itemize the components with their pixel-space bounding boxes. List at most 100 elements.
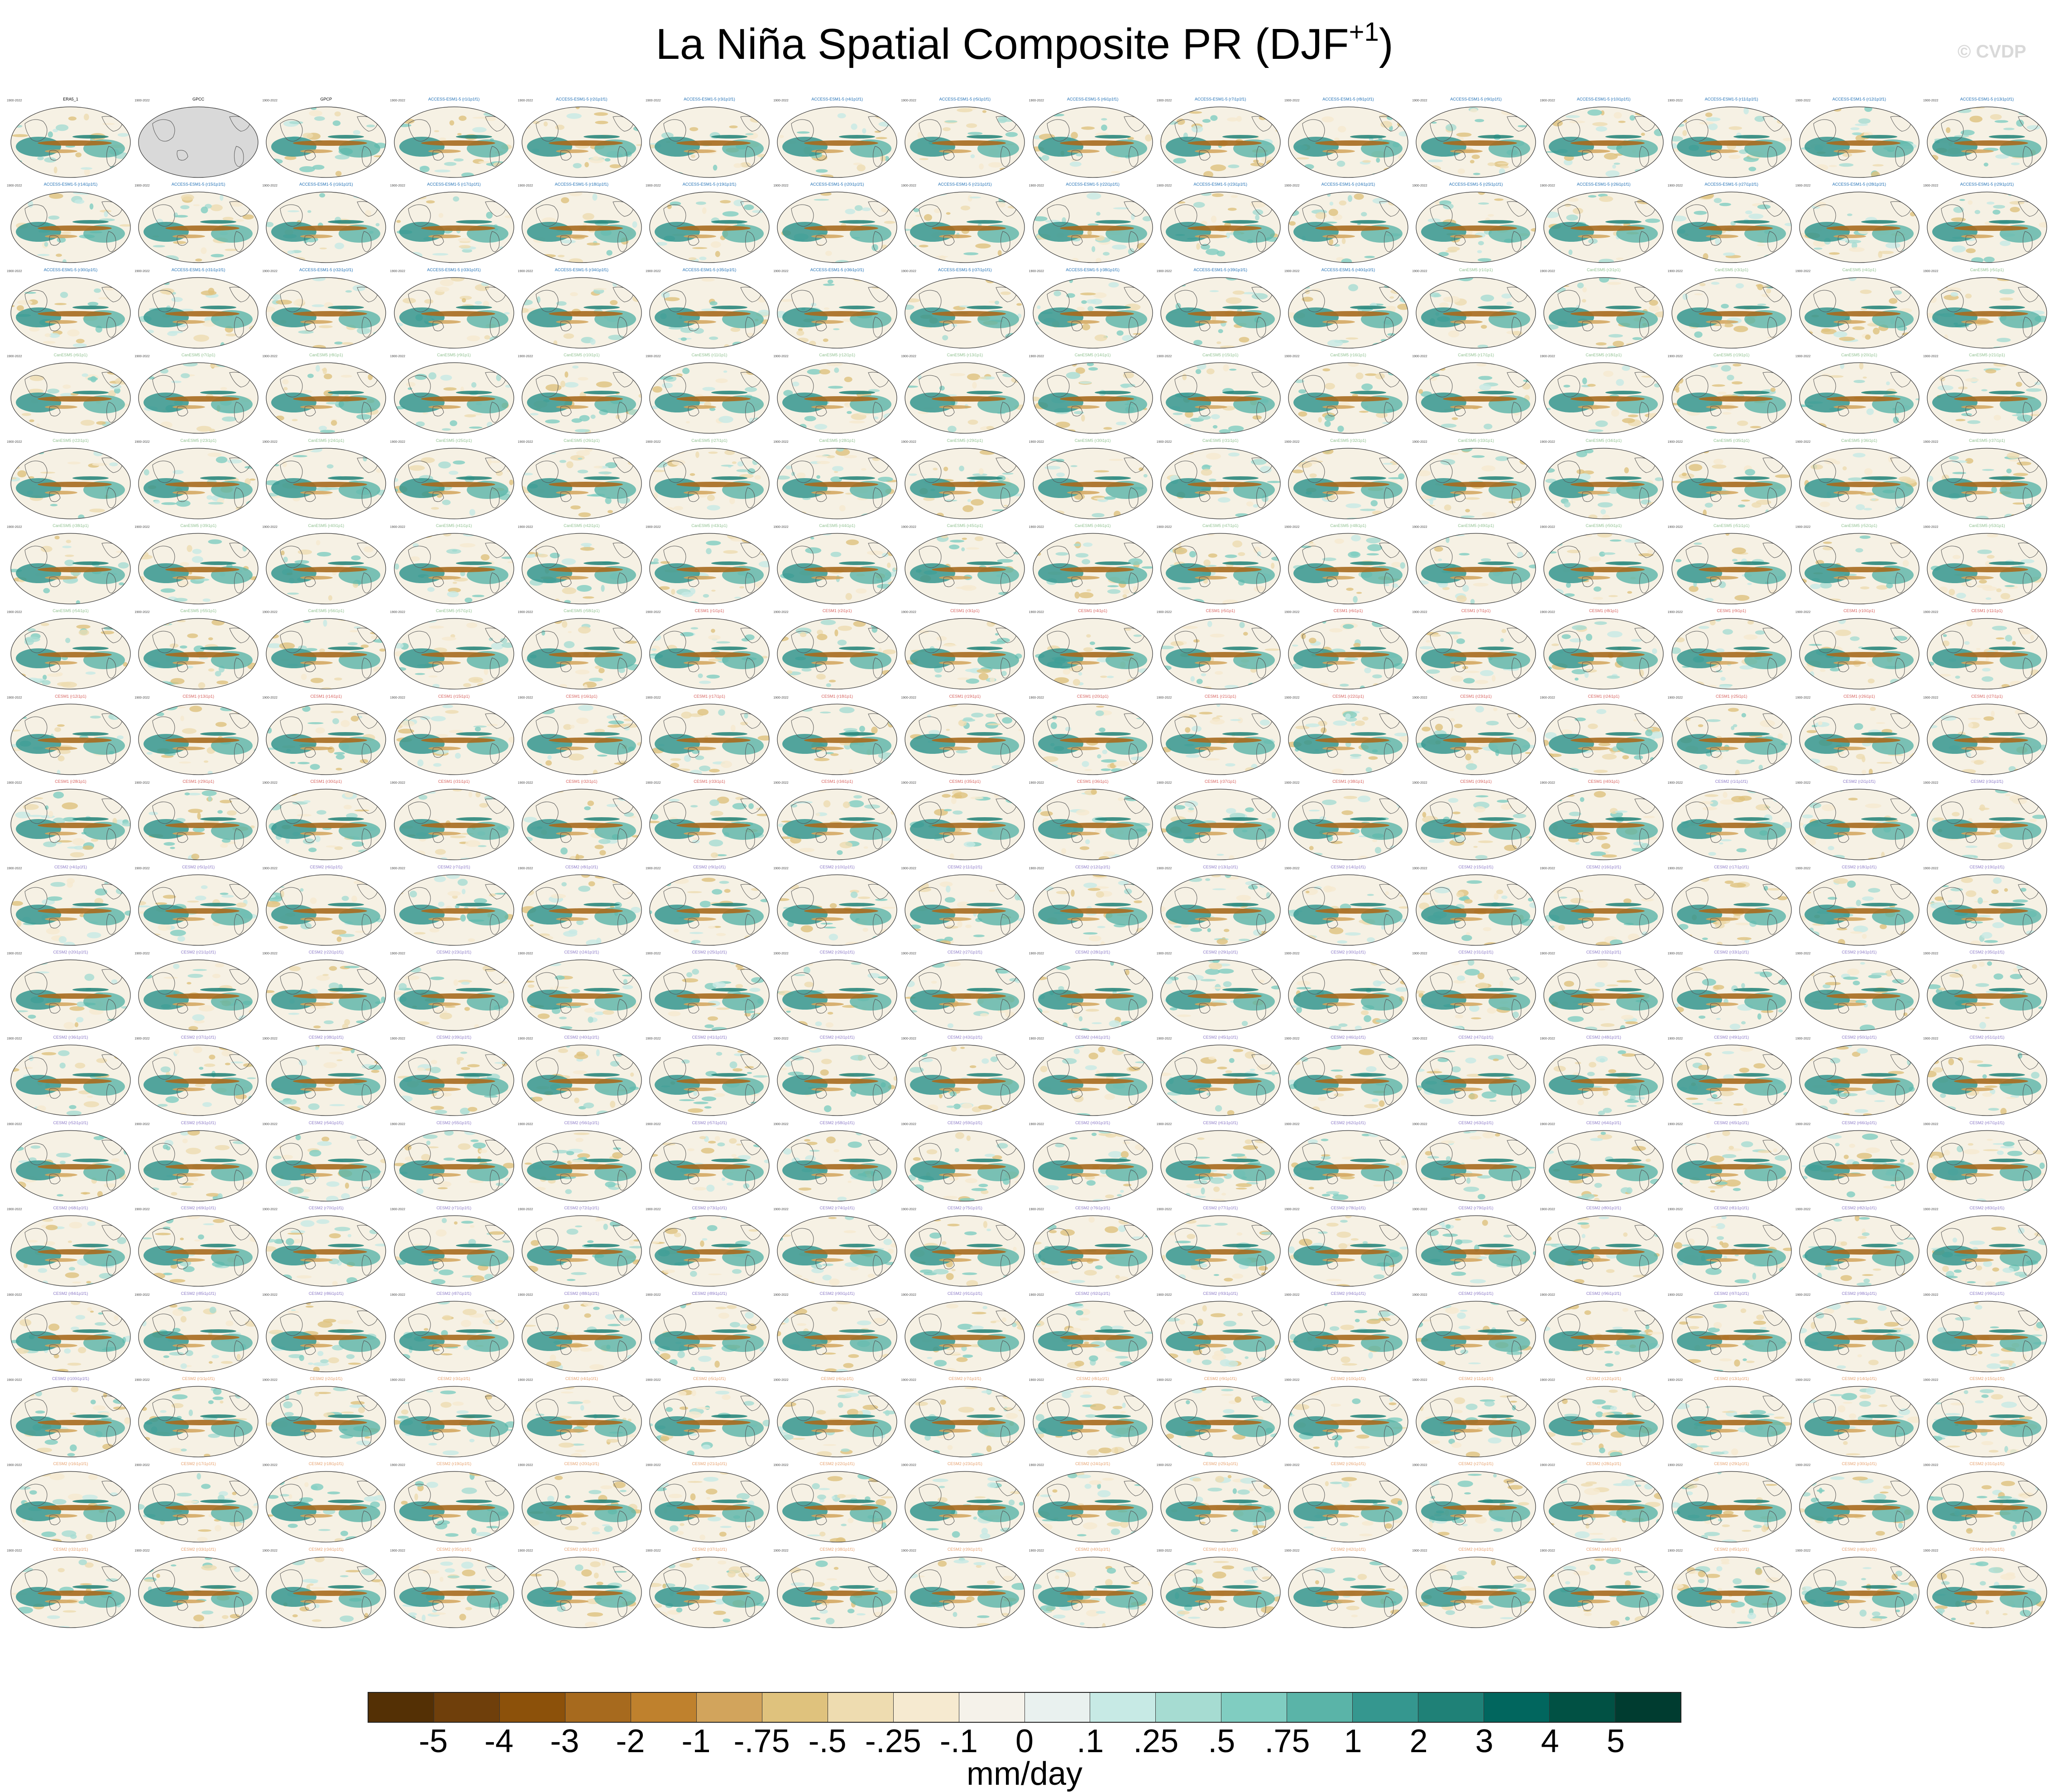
panel-period: 1900-2022 xyxy=(134,952,149,956)
map-panel: CESM2 (r29i1p1f1)1900-2022 xyxy=(1668,1461,1795,1546)
map-panel: CESM1 (r7i1p1)1900-2022 xyxy=(1412,608,1540,693)
panel-title: CESM2 (r99i1p1f1) xyxy=(1923,1291,2049,1296)
robinson-map xyxy=(390,1468,518,1545)
panel-title: CanESM5 (r44i1p1) xyxy=(773,523,901,528)
panel-title: CESM2 (r68i1p1f1) xyxy=(7,1205,134,1211)
panel-period: 1900-2022 xyxy=(1157,952,1172,956)
panel-period: 1900-2022 xyxy=(518,611,533,614)
map-panel: CESM2 (r3i1p1f1)1900-2022 xyxy=(390,1376,518,1461)
panel-period: 1900-2022 xyxy=(134,355,149,359)
robinson-map xyxy=(390,1383,518,1460)
panel-title: CESM2 (r47i1p1f1) xyxy=(1412,1035,1540,1040)
panel-period: 1900-2022 xyxy=(134,611,149,614)
panel-title: CESM1 (r20i1p1) xyxy=(1029,694,1157,699)
robinson-map xyxy=(1795,103,1923,180)
panel-title: CESM2 (r31i1p1f1) xyxy=(1412,949,1540,955)
panel-period: 1900-2022 xyxy=(518,99,533,103)
panel-title: CESM2 (r13i1p1f1) xyxy=(1668,1376,1795,1381)
robinson-map xyxy=(262,1041,390,1118)
map-panel: CanESM5 (r1i1p1)1900-2022 xyxy=(1412,267,1540,352)
map-panel: CanESM5 (r11i1p1)1900-2022 xyxy=(646,352,773,437)
robinson-map xyxy=(1029,188,1157,265)
panel-period: 1900-2022 xyxy=(1923,1549,1938,1553)
robinson-map xyxy=(1157,871,1284,948)
map-panel: CESM2 (r44i1p1f1)1900-2022 xyxy=(1540,1547,1667,1631)
colorbar-tick-label: -.5 xyxy=(809,1724,847,1758)
panel-period: 1900-2022 xyxy=(1029,1464,1044,1467)
panel-period: 1900-2022 xyxy=(1795,99,1810,103)
panel-title: ACCESS-ESM1-5 (r38i1p1f1) xyxy=(1029,267,1157,273)
robinson-map xyxy=(901,1127,1029,1204)
map-panel: ACCESS-ESM1-5 (r27i1p1f1)1900-2022 xyxy=(1668,182,1795,266)
robinson-map xyxy=(262,871,390,948)
panel-period: 1900-2022 xyxy=(518,526,533,529)
panel-period: 1900-2022 xyxy=(1795,270,1810,273)
panel-period: 1900-2022 xyxy=(1540,526,1555,529)
map-panel: CESM2 (r28i1p1f1)1900-2022 xyxy=(1029,949,1157,1034)
map-panel: CESM1 (r20i1p1)1900-2022 xyxy=(1029,694,1157,778)
robinson-map xyxy=(646,615,773,692)
panel-title: CESM2 (r21i1p1f1) xyxy=(134,949,262,955)
panel-period: 1900-2022 xyxy=(773,270,788,273)
robinson-map xyxy=(1029,956,1157,1033)
panel-period: 1900-2022 xyxy=(390,99,405,103)
panel-title: CESM2 (r13i1p1f1) xyxy=(1157,864,1284,870)
map-panel: CESM2 (r27i1p1f1)1900-2022 xyxy=(901,949,1029,1034)
panel-title: CESM2 (r6i1p1f1) xyxy=(262,864,390,870)
map-panel: CESM1 (r24i1p1)1900-2022 xyxy=(1540,694,1667,778)
robinson-map xyxy=(518,1383,646,1460)
panel-title: CESM2 (r93i1p1f1) xyxy=(1157,1291,1284,1296)
panel-title: CanESM5 (r34i1p1) xyxy=(1540,438,1667,443)
map-panel: CESM2 (r43i1p1f1)1900-2022 xyxy=(1412,1547,1540,1631)
robinson-map xyxy=(7,871,134,948)
map-panel: ACCESS-ESM1-5 (r10i1p1f1)1900-2022 xyxy=(1540,96,1667,181)
map-panel: CanESM5 (r49i1p1)1900-2022 xyxy=(1412,523,1540,608)
panel-title: CanESM5 (r49i1p1) xyxy=(1412,523,1540,528)
robinson-map xyxy=(1668,103,1795,180)
robinson-map xyxy=(1923,530,2049,607)
panel-period: 1900-2022 xyxy=(1668,781,1683,785)
panel-period: 1900-2022 xyxy=(262,611,277,614)
map-panel: CESM1 (r29i1p1)1900-2022 xyxy=(134,779,262,863)
map-panel: ACCESS-ESM1-5 (r14i1p1f1)1900-2022 xyxy=(7,182,134,266)
map-panel: CESM2 (r50i1p1f1)1900-2022 xyxy=(1795,1035,1923,1119)
panel-period: 1900-2022 xyxy=(262,1294,277,1297)
panel-title: CESM2 (r29i1p1f1) xyxy=(1157,949,1284,955)
map-panel: ACCESS-ESM1-5 (r33i1p1f1)1900-2022 xyxy=(390,267,518,352)
panel-period: 1900-2022 xyxy=(1412,184,1427,188)
robinson-map xyxy=(518,1212,646,1289)
panel-period: 1900-2022 xyxy=(1284,781,1299,785)
robinson-map xyxy=(7,1553,134,1630)
panel-title: CESM2 (r30i1p1f1) xyxy=(1795,1461,1923,1466)
panel-period: 1900-2022 xyxy=(1284,526,1299,529)
robinson-map xyxy=(646,956,773,1033)
panel-title: CESM2 (r5i1p1f1) xyxy=(134,864,262,870)
panel-period: 1900-2022 xyxy=(901,270,916,273)
robinson-map xyxy=(1157,1041,1284,1118)
robinson-map xyxy=(1029,1298,1157,1375)
panel-period: 1900-2022 xyxy=(646,526,661,529)
panel-title: CESM2 (r41i1p1f1) xyxy=(1157,1547,1284,1552)
panel-title: ACCESS-ESM1-5 (r29i1p1f1) xyxy=(1923,182,2049,187)
robinson-map xyxy=(1157,445,1284,522)
colorbar-tick-label: -.1 xyxy=(940,1724,978,1758)
colorbar-segment xyxy=(369,1693,434,1722)
panel-period: 1900-2022 xyxy=(7,611,22,614)
robinson-map xyxy=(646,871,773,948)
map-panel: CanESM5 (r43i1p1)1900-2022 xyxy=(646,523,773,608)
panel-period: 1900-2022 xyxy=(1412,1208,1427,1212)
panel-title: CESM2 (r77i1p1f1) xyxy=(1157,1205,1284,1211)
panel-period: 1900-2022 xyxy=(901,99,916,103)
map-panel: CESM1 (r39i1p1)1900-2022 xyxy=(1412,779,1540,863)
map-panel: CESM2 (r38i1p1f1)1900-2022 xyxy=(773,1547,901,1631)
map-panel: ACCESS-ESM1-5 (r15i1p1f1)1900-2022 xyxy=(134,182,262,266)
robinson-map xyxy=(262,1468,390,1545)
robinson-map xyxy=(1284,1041,1412,1118)
panel-period: 1900-2022 xyxy=(1412,1379,1427,1382)
robinson-map xyxy=(1412,1468,1540,1545)
map-panel: CESM1 (r2i1p1)1900-2022 xyxy=(773,608,901,693)
panel-title: CESM1 (r33i1p1) xyxy=(646,779,773,784)
panel-title: ACCESS-ESM1-5 (r12i1p1f1) xyxy=(1795,96,1923,102)
robinson-map xyxy=(1795,188,1923,265)
map-panel: CESM2 (r45i1p1f1)1900-2022 xyxy=(1157,1035,1284,1119)
